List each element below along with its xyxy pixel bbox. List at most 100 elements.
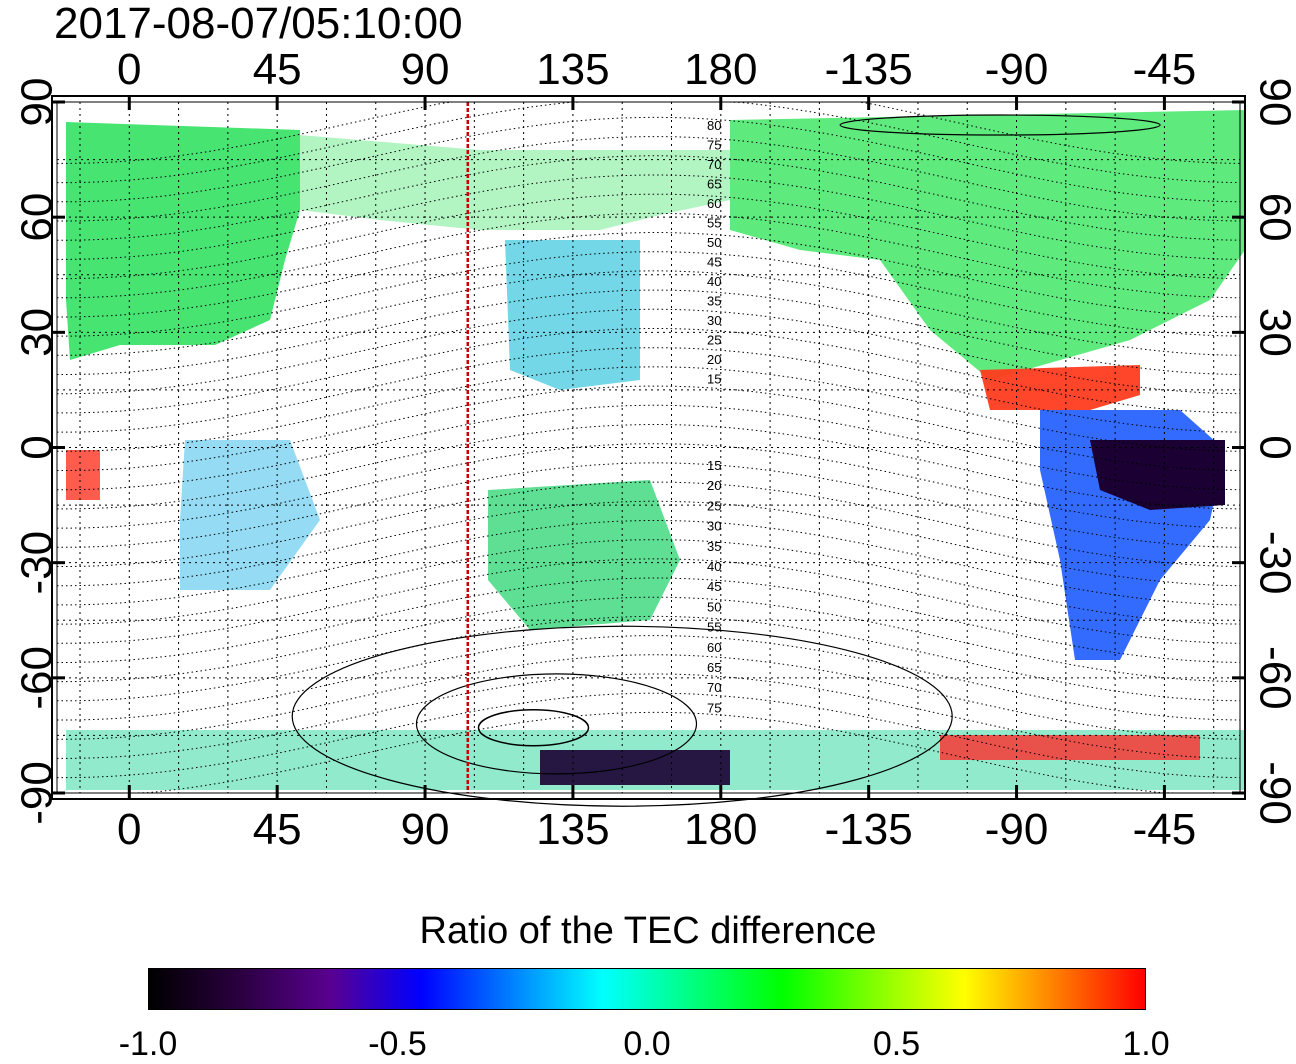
contour-label: 20 [707,352,721,367]
contour-label: 50 [707,235,721,250]
contour-label: 30 [707,313,721,328]
tec-patch-north-america [730,110,1245,380]
colorbar [148,968,1146,1010]
y-tick-label-left: 0 [12,435,61,459]
colorbar-tick-label: -1.0 [118,1025,178,1063]
x-tick-label-bottom: 180 [684,805,757,854]
tec-patch-africa [180,440,320,590]
contour-pole-middle [415,673,698,775]
y-tick-label-left: 90 [12,78,61,127]
contour-label: 45 [707,255,721,270]
y-tick-label-right: 30 [1251,308,1296,357]
contour-mlat [57,673,1241,759]
contour-mlat [57,500,1241,587]
contour-label: 40 [707,274,721,289]
x-tick-label-bottom: 45 [253,805,302,854]
tec-patch-south-america-dark [1090,440,1225,510]
y-tick-label-right: 60 [1251,193,1296,242]
magnetic-latitude-contours [57,101,1241,807]
y-tick-label-right: -60 [1251,646,1296,710]
map-timestamp: 2017-08-07/05:10:00 [54,0,463,48]
y-tick-label-left: -60 [12,646,61,710]
colorbar-title: Ratio of the TEC difference [419,910,877,952]
tec-patch-east-asia [505,240,640,390]
x-tick-label-top: 135 [536,45,609,94]
y-tick-label-right: 90 [1251,78,1296,127]
contour-label: 50 [707,599,721,614]
x-tick-label-top: 180 [684,45,757,94]
tec-ratio-field [66,110,1245,790]
contour-mlat [57,136,1241,222]
contour-label: 70 [707,680,721,695]
tec-patch-west-africa-red [66,450,100,500]
colorbar-tick-label: -0.5 [368,1025,427,1063]
contour-mlat [57,212,1241,299]
contour-mlat [57,520,1241,606]
contour-mlat [57,654,1241,740]
contour-pole-outer [291,625,953,807]
tec-patch-antarctic-dark [540,750,730,785]
contour-label: 55 [707,216,721,231]
contour-label: 75 [707,138,721,153]
contour-mlat [57,270,1241,356]
contour-mlat [57,481,1241,567]
contour-mlat [57,251,1241,337]
contour-label: 45 [707,579,721,594]
axis-ticks [51,96,1246,799]
contour-label: 15 [707,458,721,473]
contour-label: 60 [707,196,721,211]
contour-north-pole [839,114,1161,136]
contour-label: 25 [707,498,721,513]
tec-patch-central-america-high [980,365,1140,410]
tec-patch-europe [66,122,300,360]
y-tick-label-left: -30 [12,531,61,595]
x-tick-label-bottom: -45 [1133,805,1197,854]
contour-mlat [57,101,1241,164]
x-tick-label-top: -135 [825,45,913,94]
tec-patch-antarctic-red [940,735,1200,760]
y-tick-label-left: -90 [12,761,61,825]
contour-mlat [57,155,1241,241]
tec-patch-australia [488,480,680,630]
x-tick-label-top: 90 [401,45,450,94]
contour-label: 55 [707,620,721,635]
contour-mlat [57,711,1240,794]
contour-mlat [57,596,1241,683]
contour-mlat [57,404,1241,491]
y-tick-label-right: -30 [1251,531,1296,595]
contour-mlat [57,635,1241,721]
contour-mlat [57,462,1241,548]
contour-mlat [57,385,1241,471]
contour-label: 80 [707,118,721,133]
contour-mlat [57,347,1241,433]
contour-mlat [57,692,1241,779]
y-tick-label-left: 60 [12,193,61,242]
contour-mlat [57,328,1241,414]
contour-mlat [57,539,1241,625]
contour-label: 70 [707,157,721,172]
colorbar-tick-label: 0.5 [872,1025,921,1063]
contour-mlat [57,289,1241,375]
colorbar-tick-label: 0.0 [623,1025,671,1063]
x-tick-label-top: -45 [1133,45,1197,94]
y-tick-label-right: 0 [1251,435,1296,459]
contour-mlat [57,424,1241,510]
contour-label: 75 [707,700,721,715]
contour-labels: 80 75 70 65 60 55 50 45 40 35 30 25 20 15 15 20 25 30 35 40… [707,118,721,715]
x-tick-label-top: 45 [253,45,302,94]
x-tick-label-top: -90 [985,45,1049,94]
contour-label: 40 [707,559,721,574]
contour-label: 20 [707,478,721,493]
colorbar-tick-label: 1.0 [1122,1025,1170,1063]
contour-label: 15 [707,372,721,387]
x-tick-label-top: 0 [117,45,141,94]
contour-mlat [57,193,1241,280]
contour-mlat [57,232,1241,318]
contour-mlat [57,308,1241,395]
contour-label: 65 [707,177,721,192]
contour-label: 25 [707,333,721,348]
x-tick-label-bottom: -135 [825,805,913,854]
contour-label: 35 [707,539,721,554]
contour-label: 60 [707,640,721,655]
axis-tick-labels: 0 0 45 45 90 90 135 135 180 180 -135 -135 -90 -90 -45 -… [12,45,1296,854]
